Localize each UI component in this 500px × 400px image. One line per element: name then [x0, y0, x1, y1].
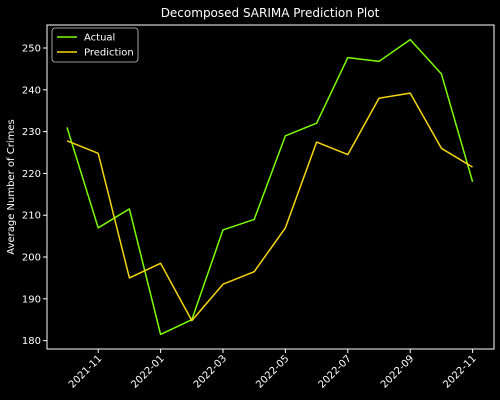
- y-tick-label: 230: [22, 127, 41, 138]
- legend-label: Actual: [84, 33, 115, 44]
- y-tick-label: 190: [22, 294, 41, 305]
- plot-frame: [46, 24, 495, 350]
- x-tick-label: 2021-11: [67, 353, 104, 390]
- series-line-actual: [66, 38, 474, 336]
- y-tick-label: 220: [22, 169, 41, 180]
- x-tick-label: 2022-11: [441, 353, 478, 390]
- x-tick-label: 2022-01: [129, 353, 166, 390]
- x-tick-label: 2022-05: [254, 353, 291, 390]
- y-tick-label: 180: [22, 336, 41, 347]
- legend: Actual Prediction: [51, 27, 139, 63]
- y-tick-label: 250: [22, 43, 41, 54]
- x-tick-label: 2022-09: [379, 353, 416, 390]
- y-tick-label: 210: [22, 211, 41, 222]
- y-tick-label: 200: [22, 253, 41, 264]
- y-axis-label: Average Number of Crimes: [6, 119, 17, 254]
- x-axis: 2021-11 2022-01 2022-03 2022-05 2022-07 2022-…: [67, 349, 479, 391]
- series-lines: [66, 38, 474, 336]
- x-tick-label: 2022-03: [192, 353, 229, 390]
- legend-label: Prediction: [84, 48, 134, 59]
- series-line-prediction: [66, 92, 473, 322]
- x-tick-label: 2022-07: [317, 353, 354, 390]
- y-tick-label: 240: [22, 85, 41, 96]
- chart-title: Decomposed SARIMA Prediction Plot: [161, 6, 380, 20]
- y-axis: 180 190 200 210 220 230 240 250: [22, 43, 47, 347]
